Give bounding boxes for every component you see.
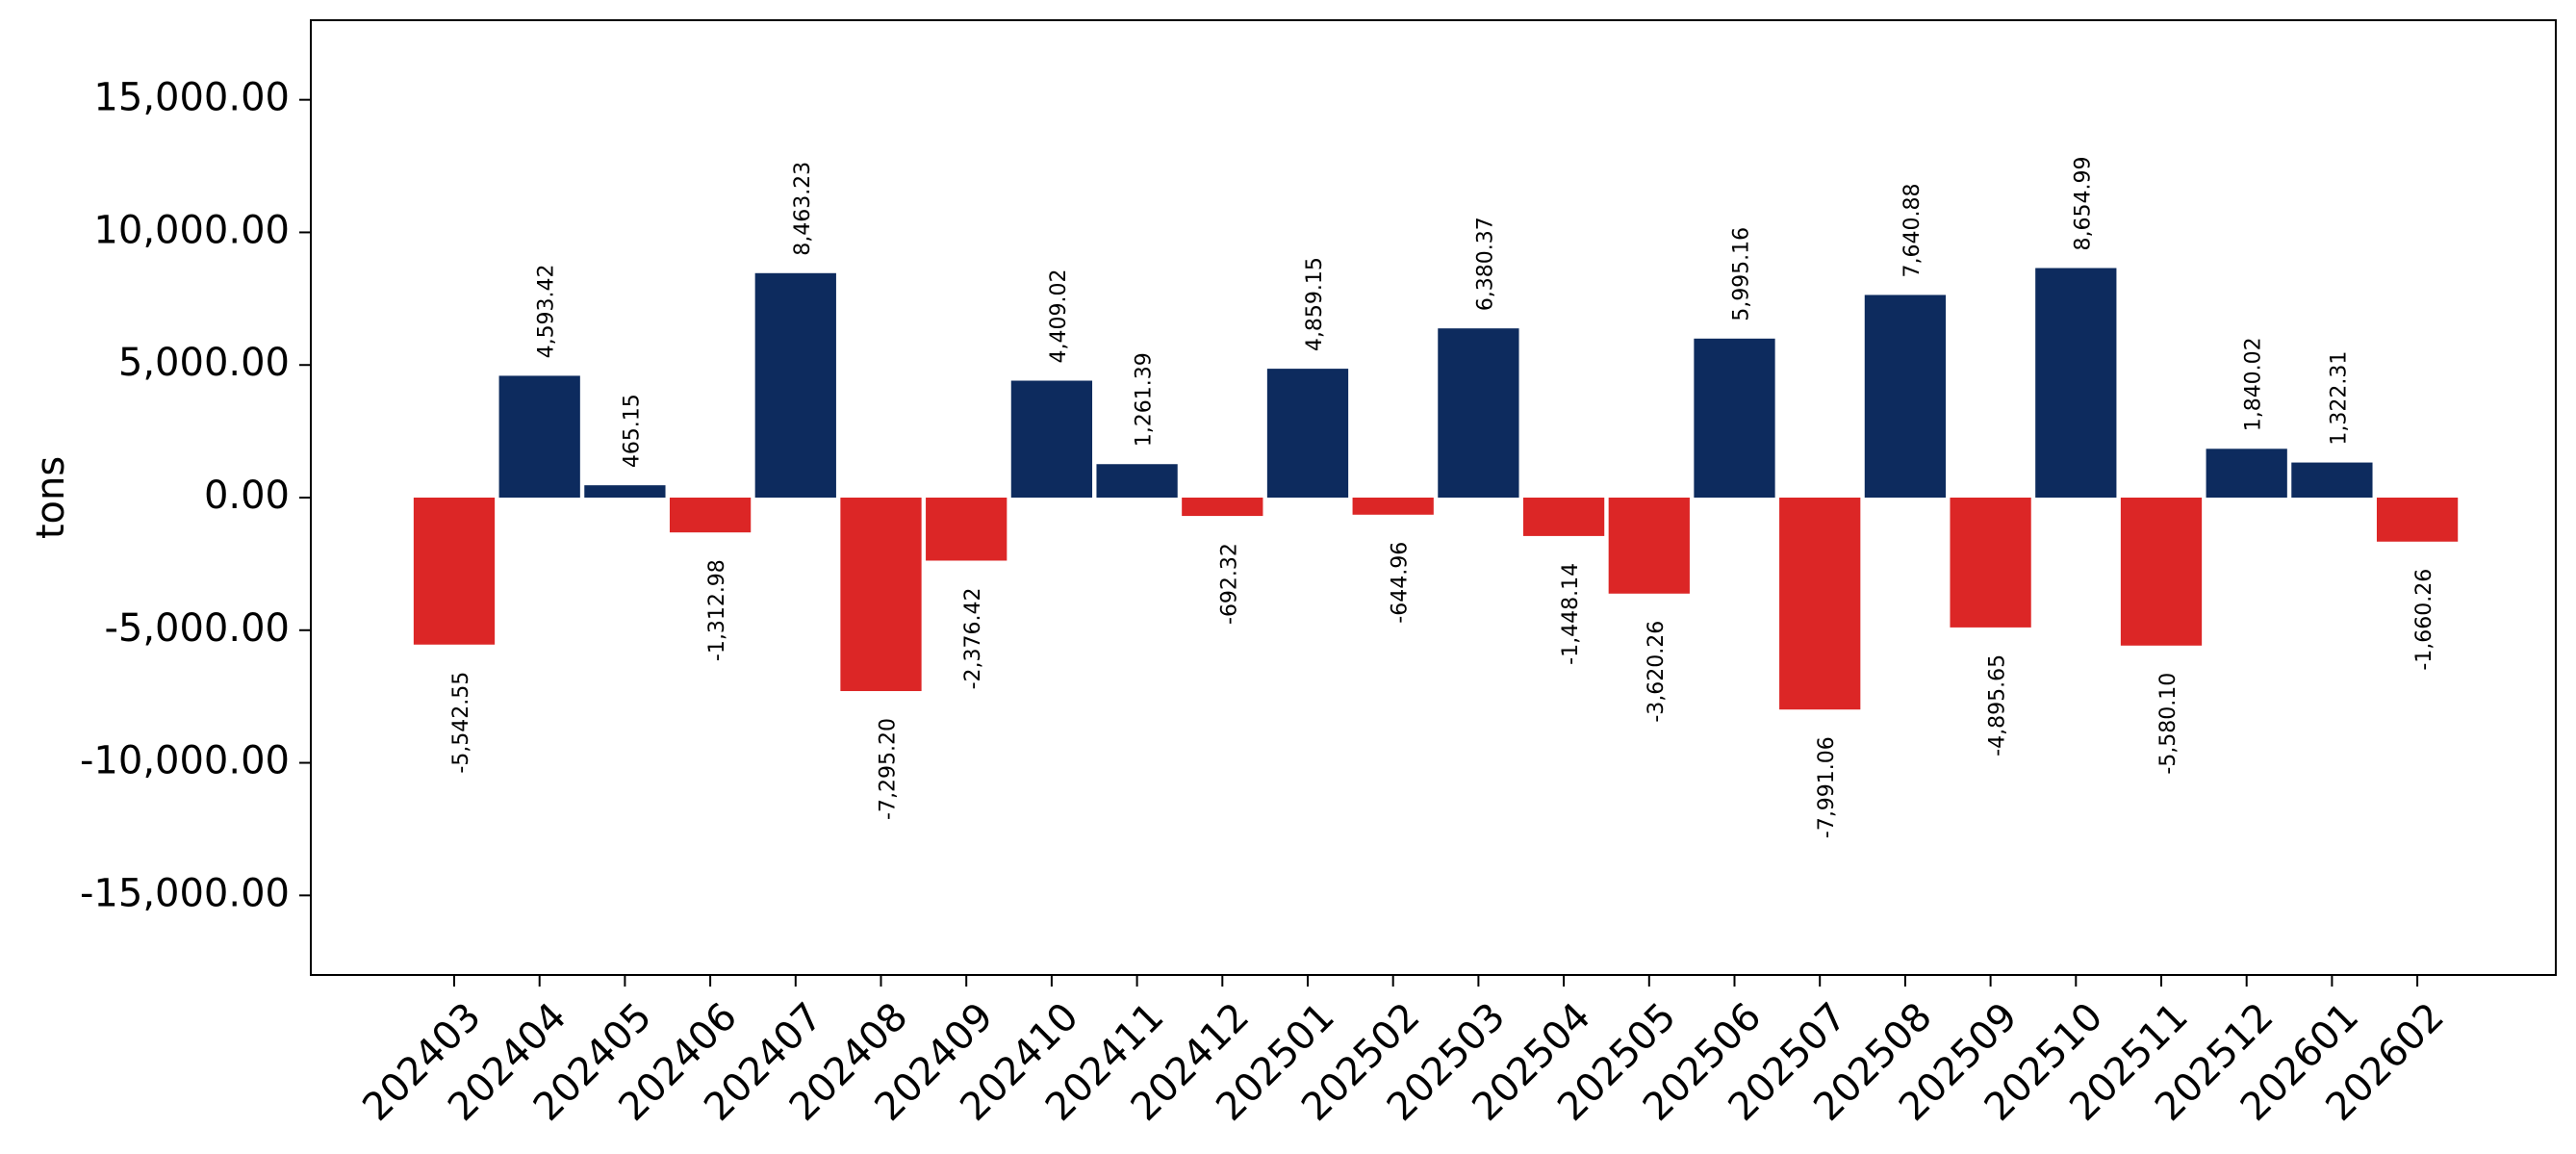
data-label: -4,895.65: [1986, 654, 2010, 757]
x-axis: 2024032024042024052024062024072024082024…: [354, 975, 2453, 1130]
y-tick-label: -5,000.00: [104, 606, 290, 651]
data-label: 1,840.02: [2242, 337, 2266, 431]
bar-202506: [1694, 338, 1775, 498]
data-label: 465.15: [620, 394, 644, 468]
data-label: -1,448.14: [1559, 563, 1583, 665]
data-labels: -5,542.55 4,593.42 465.15 -1,312.98 8,463.23…: [449, 157, 2436, 839]
data-label: -2,376.42: [961, 587, 985, 689]
bar-202410: [1010, 380, 1093, 498]
data-label: -7,991.06: [1815, 736, 1839, 838]
bars: [413, 268, 2459, 710]
y-tick-label: -10,000.00: [80, 739, 290, 783]
data-label: 1,261.39: [1133, 352, 1157, 447]
bar-202511: [2120, 498, 2203, 646]
bar-202507: [1779, 498, 1861, 710]
bar-202602: [2376, 498, 2459, 542]
bar-202510: [2035, 268, 2117, 498]
bar-202512: [2206, 449, 2287, 498]
bar-202405: [584, 485, 666, 498]
bar-202601: [2291, 462, 2373, 498]
bar-202406: [669, 498, 752, 533]
y-tick-label: 10,000.00: [93, 208, 290, 252]
bar-202408: [840, 498, 922, 692]
data-label: 5,995.16: [1730, 227, 1754, 321]
bar-202403: [413, 498, 496, 645]
data-label: 4,859.15: [1303, 257, 1327, 351]
data-label: 7,640.88: [1900, 183, 1925, 277]
data-label: 1,322.31: [2327, 351, 2351, 446]
y-axis: -15,000.00 -10,000.00 -5,000.00 0.00 5,000.0…: [80, 76, 311, 915]
y-axis-label: tons: [29, 456, 73, 539]
data-label: -7,295.20: [877, 718, 901, 820]
data-label: 4,409.02: [1047, 269, 1071, 364]
bar-202404: [498, 375, 580, 498]
data-label: 6,380.37: [1473, 217, 1497, 311]
bar-202409: [926, 498, 1007, 561]
bar-202508: [1864, 295, 1947, 498]
data-label: 4,593.42: [535, 264, 559, 358]
bar-202505: [1608, 498, 1690, 594]
bar-202503: [1438, 328, 1519, 498]
y-tick-label: 15,000.00: [93, 76, 290, 120]
bar-202502: [1352, 498, 1434, 515]
bar-202501: [1266, 369, 1349, 498]
data-label: 8,463.23: [791, 162, 815, 256]
data-label: -3,620.26: [1645, 621, 1669, 723]
bar-202412: [1182, 498, 1263, 517]
data-label: 8,654.99: [2071, 157, 2095, 251]
data-label: -692.32: [1217, 543, 1241, 625]
bar-202407: [754, 272, 836, 498]
y-tick-label: 5,000.00: [118, 341, 290, 385]
y-tick-label: 0.00: [204, 474, 290, 518]
y-tick-label: -15,000.00: [80, 871, 290, 915]
bar-202504: [1522, 498, 1605, 536]
data-label: -1,660.26: [2412, 569, 2436, 671]
bar-202509: [1950, 498, 2031, 628]
bar-202411: [1096, 464, 1178, 498]
data-label: -5,580.10: [2156, 673, 2181, 775]
data-label: -644.96: [1389, 542, 1413, 624]
data-label: -1,312.98: [705, 559, 729, 661]
data-label: -5,542.55: [449, 672, 473, 774]
